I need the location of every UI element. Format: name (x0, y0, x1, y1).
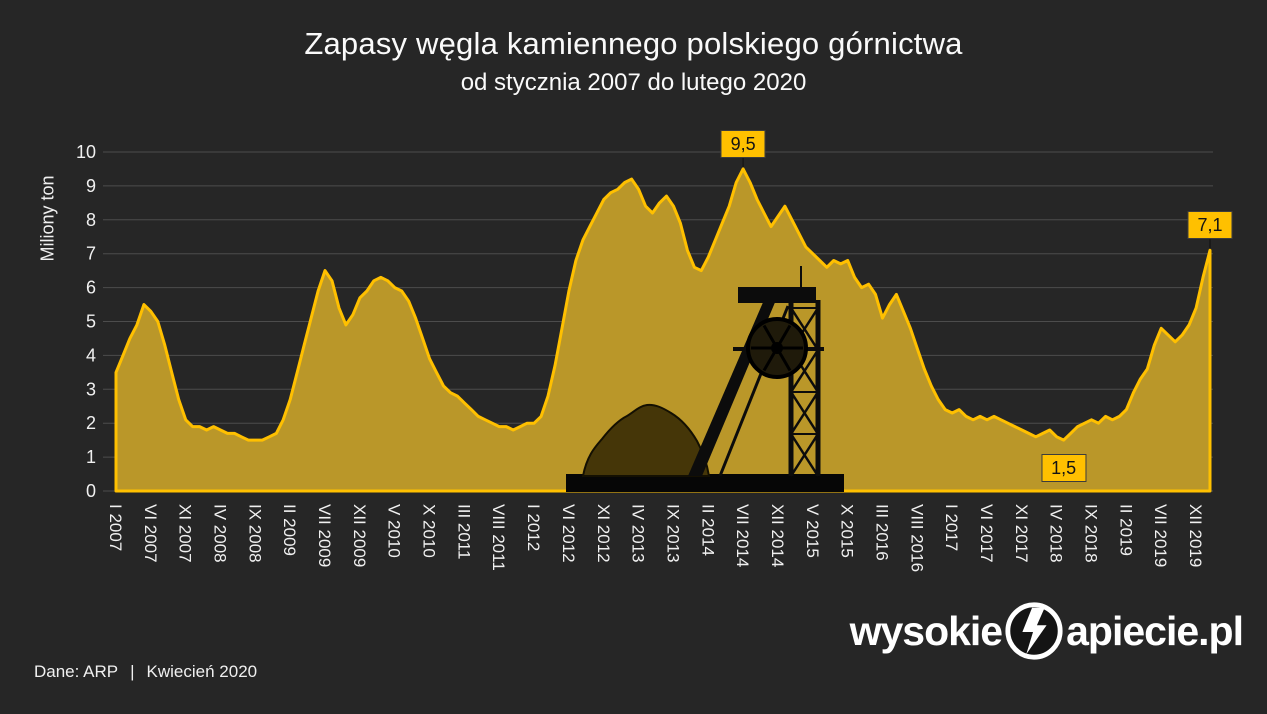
y-tick-label: 7 (86, 244, 96, 264)
x-tick-label: IV 2013 (629, 504, 648, 563)
annotation-chip-0: 9,5 (720, 129, 766, 158)
x-tick-label: III 2011 (454, 504, 473, 559)
x-tick-label: XII 2014 (768, 504, 787, 567)
x-tick-label: I 2017 (942, 504, 961, 551)
mine-headframe-illustration (566, 266, 844, 492)
x-tick-label: II 2014 (698, 504, 717, 556)
annotation-leaders (742, 157, 1211, 249)
separator: | (130, 662, 135, 681)
annotation-chip-1: 7,1 (1187, 211, 1233, 240)
x-tick-label: VII 2014 (733, 504, 752, 567)
site-logo: wysokie apiecie.pl (849, 600, 1244, 662)
y-tick-label: 3 (86, 379, 96, 399)
y-tick-label: 5 (86, 312, 96, 332)
y-tick-label: 2 (86, 413, 96, 433)
x-tick-label: II 2019 (1116, 504, 1135, 556)
coal-heap-graphic (581, 403, 711, 477)
x-tick-label: XII 2009 (350, 504, 369, 567)
y-tick-label: 10 (76, 142, 96, 162)
annotation-chip-2: 1,5 (1041, 454, 1087, 483)
coal-stock-area-series (114, 167, 1212, 493)
x-tick-label: VIII 2016 (907, 504, 926, 572)
y-tick-label: 9 (86, 176, 96, 196)
y-tick-label: 6 (86, 278, 96, 298)
x-tick-label: VI 2012 (559, 504, 578, 563)
y-tick-label: 1 (86, 447, 96, 467)
y-axis-tick-labels: 0 1 2 3 4 5 6 7 8 9 10 (76, 142, 96, 501)
x-tick-label: X 2015 (838, 504, 857, 558)
x-tick-label: XI 2017 (1012, 504, 1031, 563)
lightning-bolt-circle-icon (1003, 600, 1065, 662)
x-axis-tick-labels: I 2007 VI 2007 XI 2007 IV 2008 IX 2008 II 200… (106, 504, 1205, 572)
x-tick-label: XII 2019 (1186, 504, 1205, 567)
x-tick-label: I 2007 (106, 504, 125, 551)
x-tick-label: V 2010 (385, 504, 404, 558)
x-tick-label: VII 2009 (315, 504, 334, 567)
chart-title: Zapasy węgla kamiennego polskiego górnic… (304, 26, 963, 61)
x-tick-label: XI 2007 (176, 504, 195, 563)
x-tick-label: XI 2012 (594, 504, 613, 563)
y-tick-label: 8 (86, 210, 96, 230)
chart-subtitle: od stycznia 2007 do lutego 2020 (460, 69, 807, 96)
logo-text-suffix: apiecie.pl (1066, 607, 1244, 654)
x-tick-label: II 2009 (280, 504, 299, 556)
x-tick-label: IV 2018 (1047, 504, 1066, 563)
y-tick-label: 0 (86, 481, 96, 501)
source-label: Dane: ARP (34, 662, 119, 681)
source-note: Dane: ARP | Kwiecień 2020 (34, 662, 257, 682)
y-tick-label: 4 (86, 345, 96, 365)
date-label: Kwiecień 2020 (146, 662, 258, 681)
x-tick-label: IV 2008 (211, 504, 230, 563)
x-tick-label: VI 2017 (977, 504, 996, 563)
x-tick-label: VII 2019 (1151, 504, 1170, 567)
x-tick-label: IX 2008 (245, 504, 264, 563)
x-tick-label: I 2012 (524, 504, 543, 551)
x-tick-label: V 2015 (803, 504, 822, 558)
x-tick-label: VIII 2011 (489, 504, 508, 571)
x-tick-label: IX 2018 (1082, 504, 1101, 563)
logo-text-prefix: wysokie (849, 607, 1004, 654)
x-tick-label: III 2016 (872, 504, 891, 561)
x-tick-label: VI 2007 (141, 504, 160, 563)
x-tick-label: X 2010 (420, 504, 439, 558)
x-tick-label: IX 2013 (663, 504, 682, 563)
